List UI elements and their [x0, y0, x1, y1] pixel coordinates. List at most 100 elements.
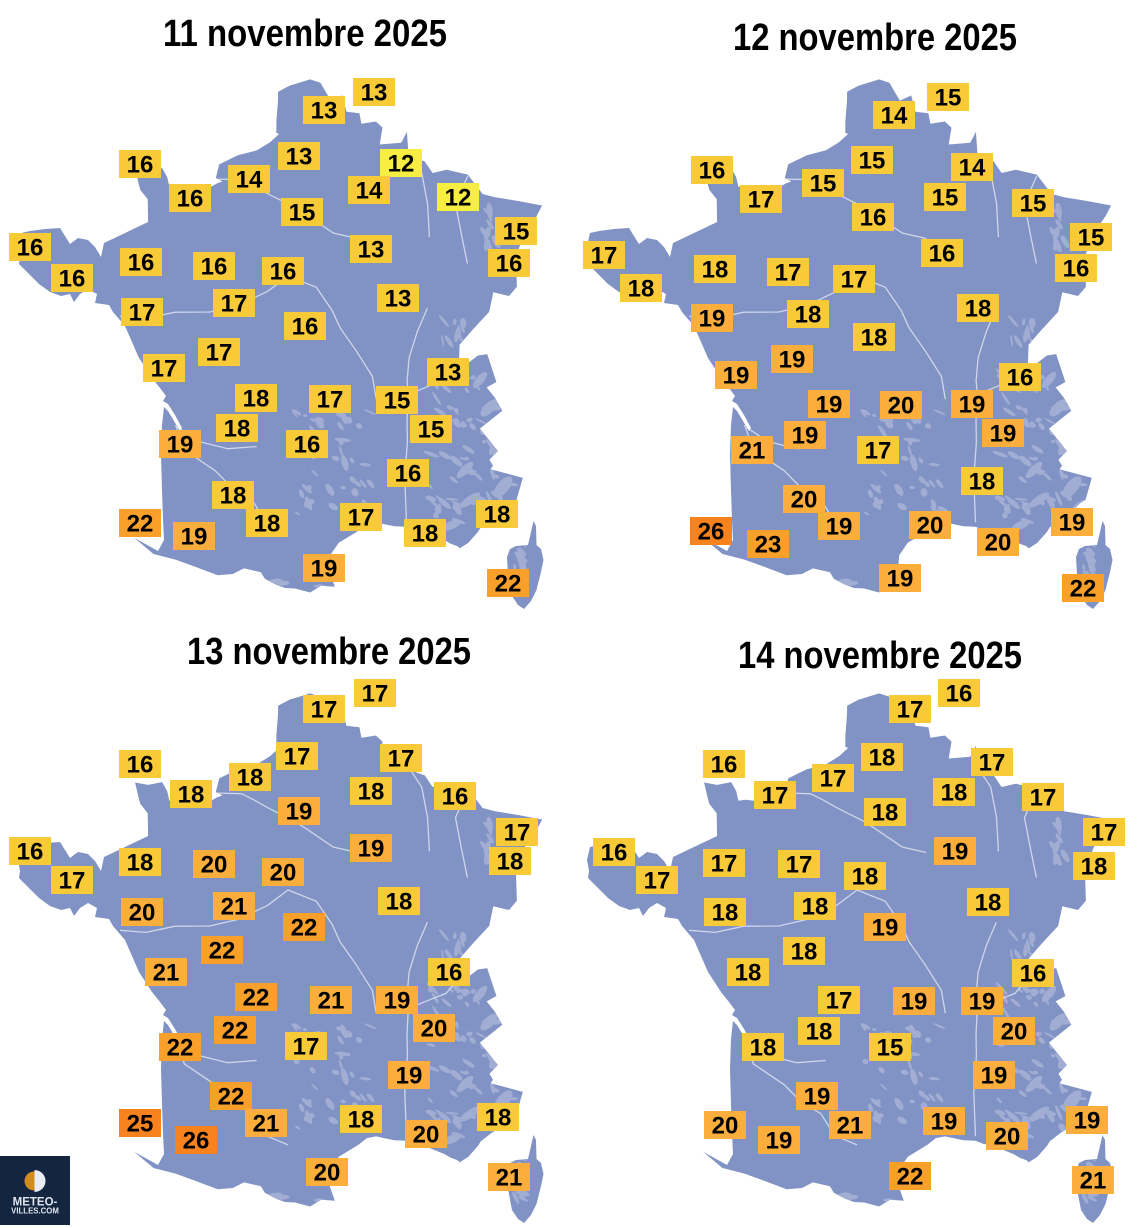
- svg-text:17: 17: [206, 340, 233, 367]
- svg-text:14: 14: [236, 167, 263, 194]
- svg-text:16: 16: [699, 158, 726, 185]
- svg-text:16: 16: [436, 960, 463, 987]
- svg-text:19: 19: [181, 524, 208, 551]
- svg-text:18: 18: [243, 386, 270, 413]
- svg-text:15: 15: [877, 1035, 904, 1062]
- svg-text:19: 19: [699, 306, 726, 333]
- svg-text:22: 22: [222, 1018, 249, 1045]
- svg-text:17: 17: [897, 697, 924, 724]
- svg-text:17: 17: [841, 267, 868, 294]
- svg-text:20: 20: [985, 530, 1012, 557]
- svg-text:15: 15: [859, 148, 886, 175]
- svg-text:19: 19: [384, 988, 411, 1015]
- svg-text:19: 19: [959, 392, 986, 419]
- svg-text:13: 13: [286, 144, 313, 171]
- svg-text:17: 17: [748, 187, 775, 214]
- svg-text:16: 16: [294, 432, 321, 459]
- svg-text:16: 16: [1063, 256, 1090, 283]
- svg-text:18: 18: [237, 765, 264, 792]
- svg-text:12: 12: [445, 185, 472, 212]
- svg-text:17: 17: [820, 766, 847, 793]
- svg-text:21: 21: [318, 988, 345, 1015]
- svg-text:19: 19: [167, 432, 194, 459]
- svg-text:20: 20: [712, 1113, 739, 1140]
- svg-text:18: 18: [254, 511, 281, 538]
- svg-text:19: 19: [872, 915, 899, 942]
- svg-text:18: 18: [735, 960, 762, 987]
- svg-text:14 novembre 2025: 14 novembre 2025: [738, 635, 1022, 677]
- svg-text:19: 19: [969, 989, 996, 1016]
- svg-text:18: 18: [975, 890, 1002, 917]
- svg-text:26: 26: [698, 519, 725, 546]
- svg-text:19: 19: [723, 363, 750, 390]
- svg-text:20: 20: [413, 1122, 440, 1149]
- svg-text:14: 14: [881, 103, 908, 130]
- svg-text:23: 23: [755, 532, 782, 559]
- svg-text:22: 22: [291, 915, 318, 942]
- svg-text:20: 20: [791, 487, 818, 514]
- svg-text:15: 15: [1078, 225, 1105, 252]
- svg-text:16: 16: [946, 681, 973, 708]
- svg-text:17: 17: [826, 988, 853, 1015]
- svg-text:18: 18: [127, 850, 154, 877]
- svg-text:19: 19: [804, 1084, 831, 1111]
- svg-text:19: 19: [931, 1109, 958, 1136]
- svg-text:25: 25: [127, 1111, 154, 1138]
- svg-text:16: 16: [201, 254, 228, 281]
- svg-text:19: 19: [990, 421, 1017, 448]
- svg-text:17: 17: [151, 356, 178, 383]
- svg-text:17: 17: [1030, 785, 1057, 812]
- svg-text:19: 19: [1074, 1108, 1101, 1135]
- svg-text:19: 19: [311, 556, 338, 583]
- svg-text:20: 20: [314, 1160, 341, 1187]
- svg-text:13: 13: [311, 98, 338, 125]
- svg-text:16: 16: [59, 266, 86, 293]
- svg-text:18: 18: [872, 800, 899, 827]
- svg-text:16: 16: [929, 241, 956, 268]
- svg-text:17: 17: [284, 744, 311, 771]
- svg-text:16: 16: [1020, 961, 1047, 988]
- svg-text:21: 21: [837, 1113, 864, 1140]
- svg-text:26: 26: [183, 1128, 210, 1155]
- svg-text:22: 22: [897, 1164, 924, 1191]
- svg-text:18: 18: [791, 939, 818, 966]
- svg-text:17: 17: [762, 783, 789, 810]
- svg-text:18: 18: [484, 502, 511, 529]
- svg-text:19: 19: [766, 1128, 793, 1155]
- svg-text:17: 17: [317, 387, 344, 414]
- svg-text:19: 19: [286, 799, 313, 826]
- svg-text:18: 18: [485, 1105, 512, 1132]
- svg-text:14: 14: [959, 155, 986, 182]
- svg-text:19: 19: [887, 566, 914, 593]
- svg-text:15: 15: [289, 200, 316, 227]
- svg-text:18: 18: [965, 296, 992, 323]
- svg-text:16: 16: [128, 250, 155, 277]
- svg-text:17: 17: [979, 750, 1006, 777]
- svg-text:19: 19: [1059, 510, 1086, 537]
- svg-text:16: 16: [601, 840, 628, 867]
- svg-text:15: 15: [1020, 191, 1047, 218]
- svg-text:20: 20: [1001, 1019, 1028, 1046]
- svg-text:20: 20: [201, 852, 228, 879]
- svg-text:18: 18: [712, 900, 739, 927]
- svg-text:15: 15: [932, 185, 959, 212]
- svg-text:20: 20: [270, 860, 297, 887]
- svg-text:16: 16: [127, 752, 154, 779]
- svg-text:12 novembre 2025: 12 novembre 2025: [733, 17, 1017, 59]
- svg-text:18: 18: [802, 894, 829, 921]
- svg-text:17: 17: [293, 1034, 320, 1061]
- svg-text:18: 18: [941, 780, 968, 807]
- svg-text:17: 17: [129, 300, 156, 327]
- svg-text:17: 17: [591, 243, 618, 270]
- svg-text:15: 15: [935, 85, 962, 112]
- svg-text:21: 21: [153, 960, 180, 987]
- svg-text:16: 16: [442, 784, 469, 811]
- svg-text:16: 16: [496, 251, 523, 278]
- svg-text:18: 18: [348, 1107, 375, 1134]
- svg-text:15: 15: [384, 388, 411, 415]
- svg-text:18: 18: [178, 782, 205, 809]
- svg-text:13: 13: [435, 360, 462, 387]
- svg-text:17: 17: [362, 681, 389, 708]
- svg-text:22: 22: [218, 1084, 245, 1111]
- svg-text:16: 16: [395, 461, 422, 488]
